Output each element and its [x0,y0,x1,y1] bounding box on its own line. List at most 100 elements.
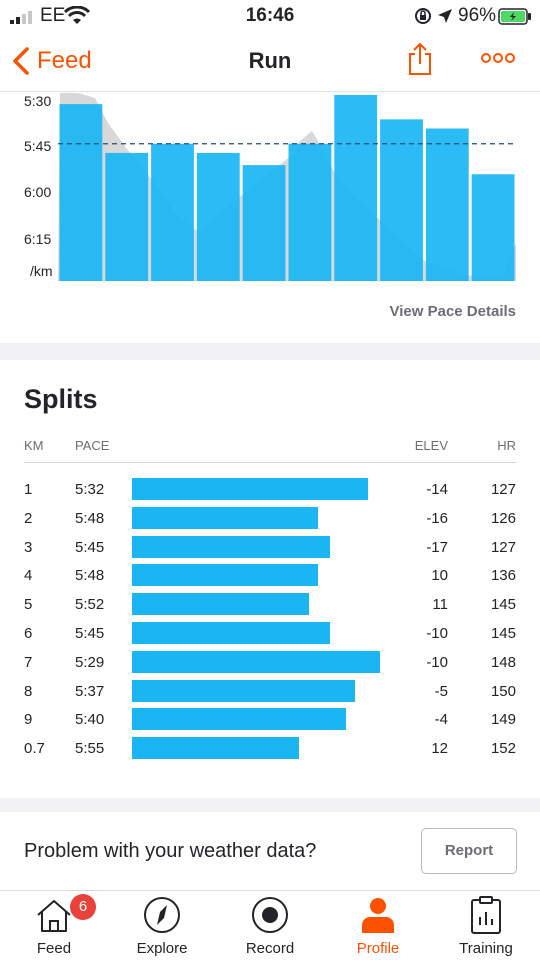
split-pace-bar [132,650,380,673]
view-pace-details-link[interactable]: View Pace Details [389,303,516,320]
column-header-km: KM [24,438,44,453]
split-km: 8 [24,682,33,700]
pace-bar-6[interactable] [288,143,332,281]
split-elevation: 12 [431,740,448,758]
pace-bar-1[interactable] [59,104,103,281]
rotation-lock-icon [415,8,431,24]
column-header-elev: ELEV [414,438,448,453]
split-km: 5 [24,596,33,614]
splits-table: 1 5:32 -14 127 2 5:48 -16 126 3 5:45 -17 127 4 5:48 10… [0,475,540,763]
status-bar: EE 16:46 96% [0,0,540,32]
split-pace: 5:32 [75,481,105,498]
tab-label: Feed [36,940,72,957]
tab-bar: 6 Feed Explore Record Profile Training [0,890,540,960]
split-pace-bar [132,679,355,702]
report-button[interactable]: Report [421,828,517,874]
pace-bar-5[interactable] [242,165,286,281]
pace-bar-0.7[interactable] [471,174,515,281]
weather-question: Problem with your weather data? [24,840,317,862]
split-heart-rate: 150 [490,682,516,700]
split-pace: 5:48 [75,567,105,585]
tab-training[interactable]: Training [432,891,540,960]
split-pace: 5:37 [75,682,105,700]
carrier-name: EE [40,5,66,26]
back-chevron-icon[interactable] [10,46,32,76]
split-pace-bar [132,478,368,500]
splits-title: Splits [24,384,98,414]
split-pace-bar [132,621,330,644]
y-tick-label: 6:00 [24,184,52,200]
clipboard-chart-icon [471,896,501,934]
y-unit-label: /km [30,263,53,279]
tab-profile[interactable]: Profile [324,891,432,960]
record-icon [252,897,288,933]
weather-feedback: Problem with your weather data? Report [0,812,540,890]
split-elevation: -10 [426,653,448,671]
split-heart-rate: 136 [490,567,516,585]
signal-icon [10,11,32,24]
split-row: 7 5:29 -10 148 [0,648,540,677]
tab-record[interactable]: Record [216,891,324,960]
split-row: 3 5:45 -17 127 [0,533,540,562]
split-pace: 5:40 [75,711,105,729]
tab-label: Training [459,940,513,957]
split-row: 5 5:52 11 145 [0,590,540,619]
pace-chart[interactable]: 5:30 5:45 6:00 6:15 /km View Pace Detail… [0,93,540,343]
split-row: 2 5:48 -16 126 [0,504,540,533]
split-km: 7 [24,653,33,671]
split-row: 1 5:32 -14 127 [0,475,540,504]
split-elevation: -17 [426,538,448,556]
more-options-icon[interactable] [480,52,516,64]
compass-icon [144,897,180,933]
split-km: 1 [24,481,33,498]
pace-bar-8[interactable] [380,119,423,281]
split-pace: 5:52 [75,596,105,614]
split-pace: 5:45 [75,624,105,642]
wifi-icon [64,6,90,24]
notification-badge: 6 [70,894,96,920]
share-icon[interactable] [406,42,434,76]
pace-bar-7[interactable] [334,94,378,281]
column-header-pace: PACE [75,438,110,453]
home-icon [37,900,71,932]
split-row: 4 5:48 10 136 [0,561,540,590]
split-pace-bar [132,708,346,731]
split-km: 6 [24,624,33,642]
split-heart-rate: 152 [490,740,516,758]
split-elevation: -10 [426,624,448,642]
pace-chart-plot [58,93,516,282]
split-pace: 5:29 [75,653,105,671]
tab-explore[interactable]: Explore [108,891,216,960]
split-pace: 5:48 [75,509,105,527]
pace-bar-9[interactable] [425,128,469,282]
split-heart-rate: 145 [490,624,516,642]
split-km: 2 [24,509,33,527]
pace-bar-3[interactable] [151,143,194,281]
column-header-hr: HR [497,438,516,453]
split-elevation: -5 [434,682,448,700]
section-divider [0,798,540,812]
tab-label: Profile [356,940,400,957]
split-km: 4 [24,567,33,585]
person-icon [362,898,394,933]
back-button[interactable]: Feed [37,47,92,74]
split-pace-bar [132,535,330,558]
split-heart-rate: 127 [490,538,516,556]
split-pace-bar [132,737,299,760]
split-row: 6 5:45 -10 145 [0,619,540,648]
split-heart-rate: 148 [490,653,516,671]
split-km: 9 [24,711,33,729]
split-heart-rate: 127 [490,481,516,498]
location-arrow-icon [438,9,452,23]
tab-label: Explore [136,940,188,957]
split-heart-rate: 145 [490,596,516,614]
pace-bar-2[interactable] [105,152,149,281]
y-tick-label: 5:30 [24,93,52,109]
split-elevation: -16 [426,509,448,527]
tab-feed[interactable]: 6 Feed [0,891,108,960]
split-row: 8 5:37 -5 150 [0,677,540,706]
nav-bar: Feed Run [0,32,540,92]
split-heart-rate: 149 [490,711,516,729]
pace-bar-4[interactable] [196,152,240,281]
y-tick-label: 6:15 [24,231,52,247]
